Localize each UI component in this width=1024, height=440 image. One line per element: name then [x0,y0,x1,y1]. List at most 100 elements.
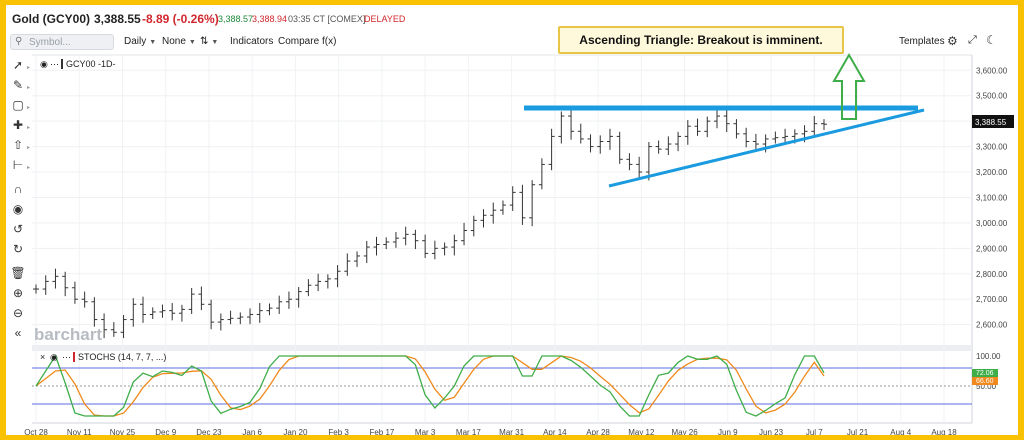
date-tick-label: Jun 9 [718,428,738,435]
candle [480,209,487,228]
sort-button[interactable]: ⇅ ▼ [200,36,218,47]
date-tick-label: Dec 23 [196,428,222,435]
ascending-support-line[interactable] [608,108,925,188]
arrow-tool-icon[interactable]: ⇧ ▸ [12,138,30,152]
date-tick-label: Jan 20 [283,428,308,435]
ask-price: 3,388.94 [252,14,288,24]
candle [558,111,565,144]
stoch-legend-marker [73,352,75,362]
candle [140,296,147,323]
symbol-title: Gold (GCY00) [12,12,91,26]
grid-lines [32,55,972,423]
eye-icon[interactable]: ◉ [40,59,48,69]
chart-window: Gold (GCY00) 3,388.55 -8.89 (-0.26%) 3,3… [6,5,1018,435]
close-icon[interactable]: × [40,352,45,362]
price-legend: GCY00 -1D- [66,59,116,69]
candle [772,131,779,144]
candlestick-series [33,108,827,339]
drawing-toolbar: ➚ ▸ ✎ ▸ ▢ ▸ ✚ ▸ ⇧ ▸ ⊢ ▸ ∩ ◉ ↺ ↻ 🗑 ⊕ ⊖ « [6,55,30,435]
date-tick-label: Nov 25 [110,428,136,435]
date-x-axis: Oct 28 Nov 11 Nov 25 Dec 9 Dec 23 Jan 6 Jan 20… [24,428,957,435]
chevron-down-icon: ▼ [149,39,157,46]
candle [354,251,361,267]
gear-icon[interactable]: ⚙ [947,34,958,48]
more-icon[interactable]: ⋯ [50,59,59,69]
candle [704,116,711,138]
candle [684,120,691,145]
trash-icon[interactable]: 🗑 [10,266,26,280]
candle [198,286,205,311]
candle [169,303,176,321]
function-button[interactable]: f(x) [322,36,337,47]
stoch-k-tag [972,369,998,377]
chevron-down-icon: ▼ [188,39,196,46]
date-tick-label: Jul 7 [806,428,823,435]
candle [256,303,263,323]
stoch-d-tag-label: 66.60 [976,378,994,385]
candle [490,202,497,224]
indicators-button[interactable]: Indicators [230,36,274,47]
breakout-arrow-icon[interactable] [832,52,866,120]
candle [616,131,623,164]
candle [324,274,331,289]
date-tick-label: Dec 9 [155,428,176,435]
collapse-icon[interactable]: « [14,326,22,340]
search-icon: ⚲ [15,36,23,47]
price-chart[interactable]: 3,600.003,500.003,400.003,300.003,200.00… [6,5,1018,435]
measure-tool-icon[interactable]: ⊢ ▸ [12,158,30,172]
candle [130,298,137,327]
delayed-badge: DELAYED [364,14,406,24]
overlay-dropdown[interactable]: None ▼ [162,36,196,47]
candle [723,108,730,133]
zoom-out-icon[interactable]: ⊖ [12,306,24,320]
pencil-tool-icon[interactable]: ✎ ▸ [12,78,30,92]
quote-header: Gold (GCY00) 3,388.55 -8.89 (-0.26%) 3,3… [6,5,1018,31]
candle [33,284,39,294]
candle [597,135,604,154]
candle [694,118,701,136]
interval-dropdown[interactable]: Daily ▼ [124,36,156,47]
magnet-icon[interactable]: ∩ [13,182,23,196]
symbol-search-input[interactable]: ⚲ Symbol... [10,34,114,50]
date-tick-label: Mar 3 [415,428,436,435]
trendline-tool-icon[interactable]: ➚ ▸ [12,58,30,72]
price-tick-label: 3,000.00 [976,219,1008,228]
stoch-d-tag [972,377,998,385]
sort-icon: ⇅ [200,36,209,47]
candle [782,128,789,144]
candle [247,308,254,325]
templates-button[interactable]: Templates [899,36,945,47]
compare-button[interactable]: Compare [278,36,320,47]
redo-icon[interactable]: ↻ [12,242,24,256]
text-tool-icon[interactable]: ✚ ▸ [12,118,30,132]
shape-tool-icon[interactable]: ▢ ▸ [12,98,30,112]
date-tick-label: May 26 [671,428,698,435]
price-tick-label: 3,300.00 [976,143,1008,152]
stoch-legend: STOCHS (14, 7, 7, ...) [78,352,166,362]
zoom-in-icon[interactable]: ⊕ [12,286,24,300]
date-tick-label: Jul 21 [847,428,869,435]
dark-mode-icon[interactable]: ☾ [986,33,997,47]
candle [636,156,643,180]
candle [237,312,244,325]
candle [188,288,195,314]
candle [392,232,399,248]
candle [208,299,215,330]
date-tick-label: Mar 17 [456,428,481,435]
candle [529,180,536,227]
barchart-watermark: barchart [34,325,102,344]
undo-icon[interactable]: ↺ [12,222,24,236]
pane-splitter[interactable] [32,345,972,351]
eye-icon[interactable]: ◉ [50,352,58,362]
search-placeholder: Symbol... [29,37,71,48]
candle [733,119,740,139]
candle [568,109,575,140]
candle [334,265,341,288]
candle [344,253,351,276]
candle [577,123,584,144]
candle [315,273,322,292]
lock-icon[interactable]: ◉ [12,202,24,216]
candle [470,215,477,237]
fullscreen-icon[interactable]: ⤢ [968,34,977,46]
more-icon[interactable]: ⋯ [62,352,71,362]
